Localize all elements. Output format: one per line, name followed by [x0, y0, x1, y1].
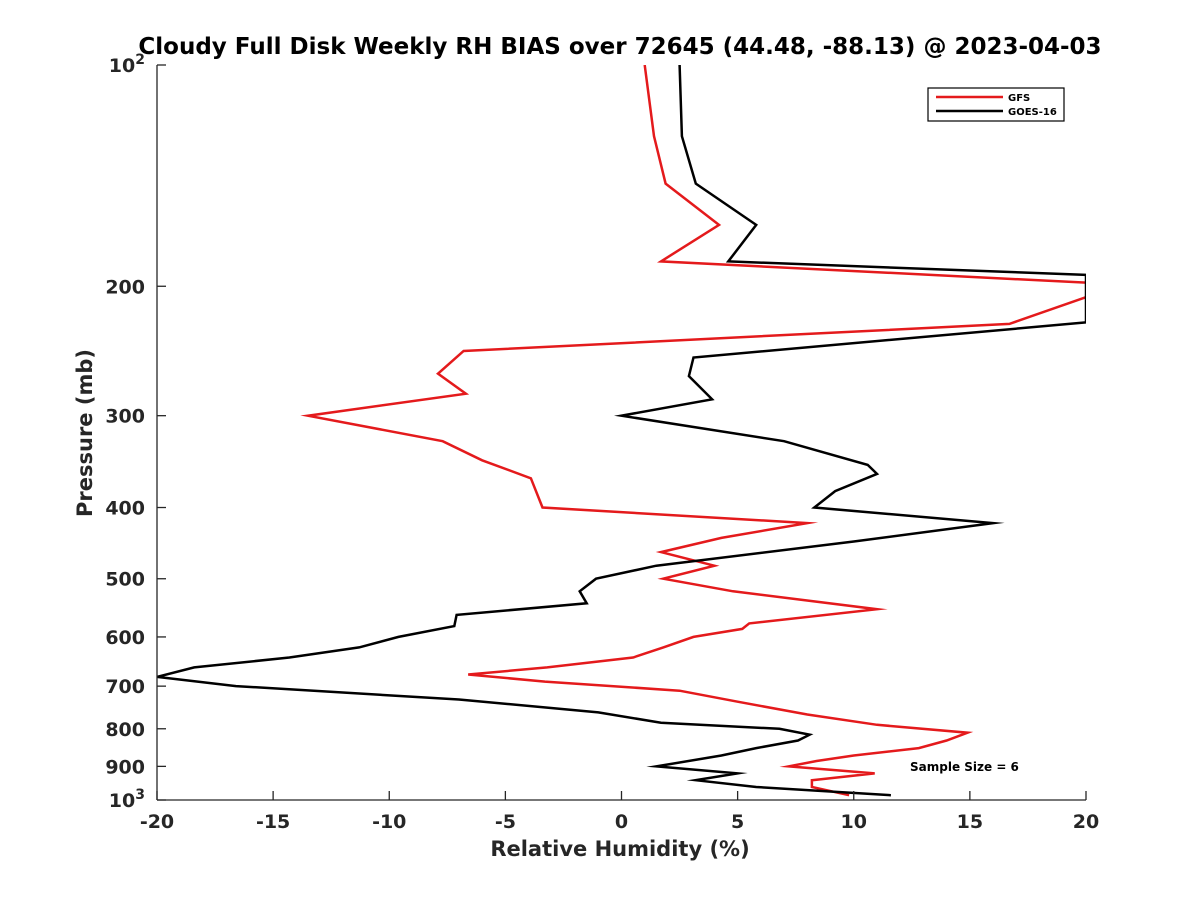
y-tick-label: 400 [105, 498, 145, 520]
series-line-gfs [300, 65, 1086, 797]
x-tick-label: -20 [140, 811, 174, 833]
chart-title: Cloudy Full Disk Weekly RH BIAS over 726… [138, 34, 1101, 60]
legend-box [927, 87, 1065, 122]
x-tick-label: -5 [495, 811, 516, 833]
y-tick-label: 200 [105, 276, 145, 298]
y-tick-label: 300 [105, 406, 145, 428]
y-tick-label: 800 [105, 719, 145, 741]
y-tick-label: 900 [105, 756, 145, 778]
x-tick-label: 5 [731, 811, 744, 833]
legend-label-goes-16: GOES-16 [1008, 107, 1057, 118]
series-group [157, 65, 1086, 797]
y-tick-label: 500 [105, 569, 145, 591]
x-tick-label: 15 [957, 811, 983, 833]
y-tick-label: 102 [109, 52, 145, 77]
y-axis-label: Pressure (mb) [73, 349, 97, 517]
y-tick-label: 103 [109, 787, 145, 812]
legend: GFS GOES-16 [927, 87, 1065, 122]
x-tick-label: -15 [256, 811, 290, 833]
y-tick-label: 700 [105, 676, 145, 698]
x-tick-label: 0 [615, 811, 628, 833]
legend-label-gfs: GFS [1008, 93, 1030, 104]
x-tick-label: 20 [1073, 811, 1099, 833]
y-tick-label: 600 [105, 627, 145, 649]
x-tick-label: 10 [841, 811, 867, 833]
x-tick-label: -10 [372, 811, 406, 833]
series-line-goes-16 [157, 65, 1086, 797]
sample-size-annotation: Sample Size = 6 [910, 760, 1019, 774]
x-axis-label: Relative Humidity (%) [490, 837, 749, 861]
plot-area: -20 -15 -10 -5 0 5 10 15 20 102 200 300 400 500 600 700… [105, 52, 1099, 833]
